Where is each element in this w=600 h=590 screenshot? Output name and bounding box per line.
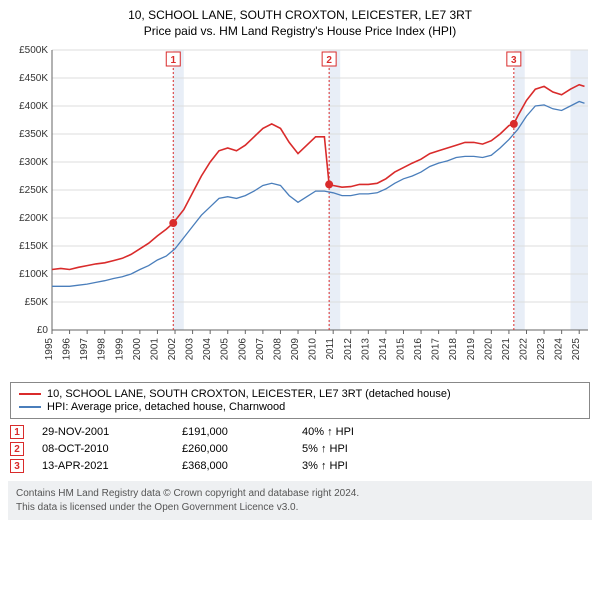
x-tick: 2001 bbox=[149, 338, 160, 361]
legend-swatch bbox=[19, 393, 41, 395]
sale-row: 3 13-APR-2021£368,0003% ↑ HPI bbox=[10, 459, 590, 473]
sale-pct: 3% ↑ HPI bbox=[302, 460, 348, 472]
y-tick: £150K bbox=[19, 241, 48, 252]
x-tick: 2010 bbox=[308, 338, 319, 361]
legend: 10, SCHOOL LANE, SOUTH CROXTON, LEICESTE… bbox=[10, 382, 590, 419]
y-tick: £500K bbox=[19, 45, 48, 56]
x-tick: 2004 bbox=[202, 338, 213, 361]
legend-label: HPI: Average price, detached house, Char… bbox=[47, 401, 285, 413]
x-tick: 2022 bbox=[518, 338, 529, 361]
x-tick: 2019 bbox=[466, 338, 477, 361]
sales-table: 1 29-NOV-2001£191,00040% ↑ HPI 2 08-OCT-201… bbox=[10, 425, 590, 473]
chart-title-line2: Price paid vs. HM Land Registry's House … bbox=[8, 24, 592, 38]
sale-date: 13-APR-2021 bbox=[42, 460, 182, 472]
y-tick: £250K bbox=[19, 185, 48, 196]
sale-date: 29-NOV-2001 bbox=[42, 426, 182, 438]
x-tick: 2015 bbox=[395, 338, 406, 361]
x-tick: 2013 bbox=[360, 338, 371, 361]
x-tick: 2007 bbox=[255, 338, 266, 361]
x-tick: 1998 bbox=[97, 338, 108, 361]
y-tick: £300K bbox=[19, 157, 48, 168]
sale-marker-label: 3 bbox=[511, 55, 517, 66]
x-tick: 2009 bbox=[290, 338, 301, 361]
x-tick: 1996 bbox=[62, 338, 73, 361]
chart-title-line1: 10, SCHOOL LANE, SOUTH CROXTON, LEICESTE… bbox=[8, 8, 592, 22]
x-tick: 2003 bbox=[185, 338, 196, 361]
sale-row-marker: 3 bbox=[10, 459, 24, 473]
sale-marker-label: 1 bbox=[170, 55, 176, 66]
legend-label: 10, SCHOOL LANE, SOUTH CROXTON, LEICESTE… bbox=[47, 388, 451, 400]
sale-point bbox=[169, 219, 177, 227]
footer-line2: This data is licensed under the Open Gov… bbox=[16, 501, 584, 515]
sale-point bbox=[510, 120, 518, 128]
x-tick: 1995 bbox=[44, 338, 55, 361]
sale-marker-label: 2 bbox=[326, 55, 332, 66]
x-tick: 2016 bbox=[413, 338, 424, 361]
sale-pct: 40% ↑ HPI bbox=[302, 426, 354, 438]
series-property bbox=[52, 85, 585, 270]
x-tick: 2002 bbox=[167, 338, 178, 361]
sale-point bbox=[325, 180, 333, 188]
footer-line1: Contains HM Land Registry data © Crown c… bbox=[16, 487, 584, 501]
sale-row: 2 08-OCT-2010£260,0005% ↑ HPI bbox=[10, 442, 590, 456]
x-tick: 2024 bbox=[554, 338, 565, 361]
x-tick: 2011 bbox=[325, 338, 336, 360]
y-tick: £450K bbox=[19, 73, 48, 84]
x-tick: 2012 bbox=[343, 338, 354, 361]
x-tick: 2000 bbox=[132, 338, 143, 361]
x-tick: 1997 bbox=[79, 338, 90, 361]
sale-price: £191,000 bbox=[182, 426, 302, 438]
price-chart: £0 £50K £100K £150K £200K £250K £300K £350K £400… bbox=[8, 44, 592, 374]
x-tick: 2017 bbox=[431, 338, 442, 361]
legend-swatch bbox=[19, 406, 41, 408]
x-tick: 2005 bbox=[220, 338, 231, 361]
sale-price: £260,000 bbox=[182, 443, 302, 455]
x-tick: 2025 bbox=[571, 338, 582, 361]
y-tick: £350K bbox=[19, 129, 48, 140]
x-tick: 2020 bbox=[483, 338, 494, 361]
chart-container: £0 £50K £100K £150K £200K £250K £300K £350K £400… bbox=[8, 44, 592, 374]
y-tick: £400K bbox=[19, 101, 48, 112]
x-tick: 2021 bbox=[501, 338, 512, 361]
x-tick: 2014 bbox=[378, 338, 389, 361]
legend-item: HPI: Average price, detached house, Char… bbox=[19, 401, 581, 413]
x-tick: 2006 bbox=[237, 338, 248, 361]
sale-date: 08-OCT-2010 bbox=[42, 443, 182, 455]
y-tick: £200K bbox=[19, 213, 48, 224]
y-tick: £0 bbox=[37, 325, 49, 336]
footer-attribution: Contains HM Land Registry data © Crown c… bbox=[8, 481, 592, 520]
sale-row-marker: 1 bbox=[10, 425, 24, 439]
chart-title-block: 10, SCHOOL LANE, SOUTH CROXTON, LEICESTE… bbox=[8, 8, 592, 38]
y-tick: £50K bbox=[25, 297, 49, 308]
sale-price: £368,000 bbox=[182, 460, 302, 472]
x-tick: 2018 bbox=[448, 338, 459, 361]
legend-item: 10, SCHOOL LANE, SOUTH CROXTON, LEICESTE… bbox=[19, 388, 581, 400]
sale-pct: 5% ↑ HPI bbox=[302, 443, 348, 455]
x-tick: 2008 bbox=[272, 338, 283, 361]
sale-row-marker: 2 bbox=[10, 442, 24, 456]
x-tick: 2023 bbox=[536, 338, 547, 361]
x-tick: 1999 bbox=[114, 338, 125, 361]
sale-row: 1 29-NOV-2001£191,00040% ↑ HPI bbox=[10, 425, 590, 439]
y-tick: £100K bbox=[19, 269, 48, 280]
